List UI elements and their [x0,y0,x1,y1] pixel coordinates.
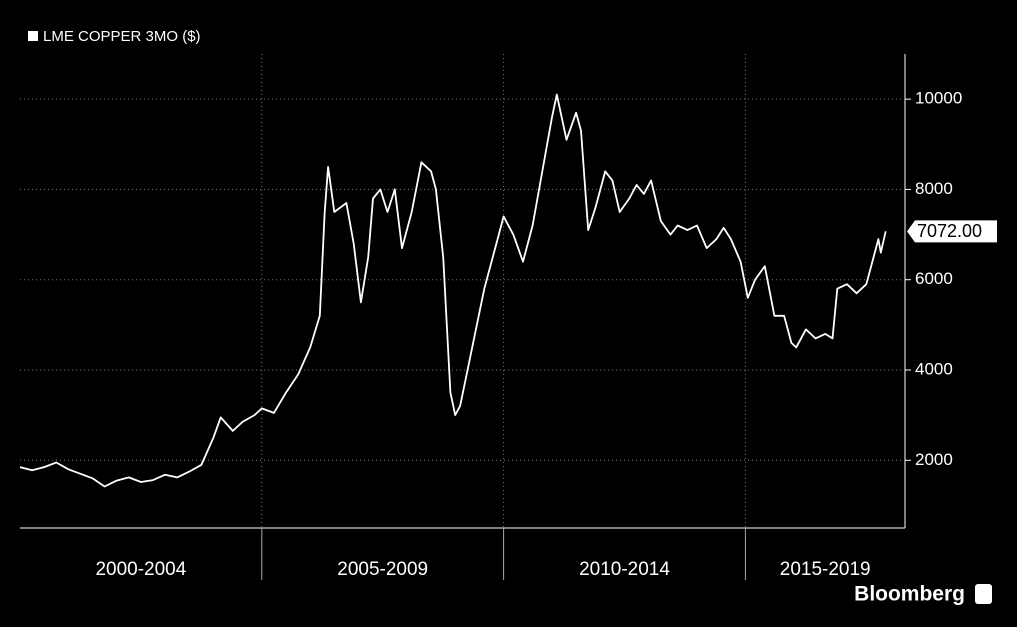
y-tick-label: 2000 [915,450,953,469]
y-tick-label: 8000 [915,179,953,198]
x-tick-label: 2015-2019 [780,559,871,580]
last-value-label: 7072.00 [917,221,982,241]
legend-swatch [28,31,38,41]
price-line [19,93,887,488]
watermark: Bloomberg [854,583,965,606]
legend-label: LME COPPER 3MO ($) [43,28,201,45]
y-tick-label: 4000 [915,359,953,378]
x-tick-label: 2000-2004 [95,559,186,580]
logo [975,584,992,604]
last-value-box [907,220,997,243]
y-tick-label: 6000 [915,269,953,288]
x-tick-label: 2010-2014 [579,559,670,580]
x-tick-label: 2005-2009 [337,559,428,580]
y-tick-label: 10000 [915,89,962,108]
